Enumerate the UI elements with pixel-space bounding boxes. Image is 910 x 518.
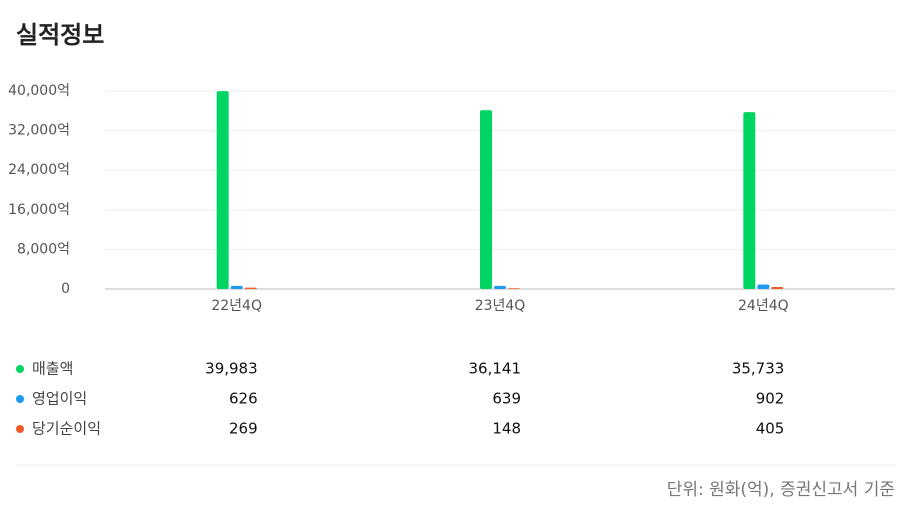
bar <box>743 112 756 290</box>
table-value: 35,733 <box>732 360 785 378</box>
chart-title: 실적정보 <box>16 21 104 49</box>
legend-dot <box>16 425 24 433</box>
y-tick-label: 40,000억 <box>8 83 70 99</box>
x-tick-label: 23년4Q <box>475 298 526 314</box>
x-tick-label: 22년4Q <box>211 298 262 314</box>
legend-dot <box>16 395 24 403</box>
bar <box>480 110 492 289</box>
x-tick-label: 24년4Q <box>738 298 789 314</box>
bar <box>216 91 229 289</box>
table-value: 39,983 <box>205 360 258 378</box>
bar <box>494 285 506 289</box>
bar <box>508 288 520 289</box>
legend-label: 매출액 <box>32 360 73 378</box>
table-value: 902 <box>756 390 785 408</box>
legend-label: 영업이익 <box>32 390 87 408</box>
table-value: 269 <box>229 420 258 438</box>
table-value: 405 <box>756 420 785 438</box>
table-value: 148 <box>492 420 521 438</box>
table-value: 626 <box>229 390 258 408</box>
table-value: 36,141 <box>469 360 522 378</box>
bar <box>771 286 784 289</box>
y-tick-label: 32,000억 <box>8 123 70 139</box>
bar <box>230 285 243 289</box>
y-tick-label: 8,000억 <box>17 241 70 257</box>
bar <box>244 287 257 289</box>
footnote: 단위: 원화(억), 증권신고서 기준 <box>667 480 895 500</box>
legend-dot <box>16 365 24 373</box>
y-tick-label: 24,000억 <box>8 162 70 178</box>
bar <box>757 284 770 289</box>
legend-label: 당기순이익 <box>32 420 101 438</box>
y-tick-label: 0 <box>61 281 70 297</box>
table-value: 639 <box>492 390 521 408</box>
y-tick-label: 16,000억 <box>8 202 70 218</box>
